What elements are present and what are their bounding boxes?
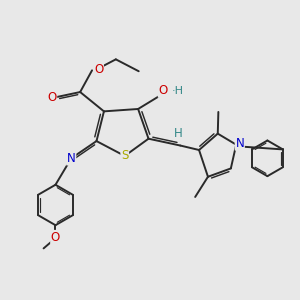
Text: O: O <box>47 91 56 103</box>
Text: O: O <box>158 84 168 97</box>
Text: O: O <box>51 231 60 244</box>
Text: N: N <box>236 137 244 150</box>
Text: O: O <box>94 63 103 76</box>
Text: ·H: ·H <box>171 85 183 96</box>
Text: H: H <box>174 127 182 140</box>
Text: S: S <box>121 149 128 162</box>
Text: N: N <box>67 152 76 165</box>
